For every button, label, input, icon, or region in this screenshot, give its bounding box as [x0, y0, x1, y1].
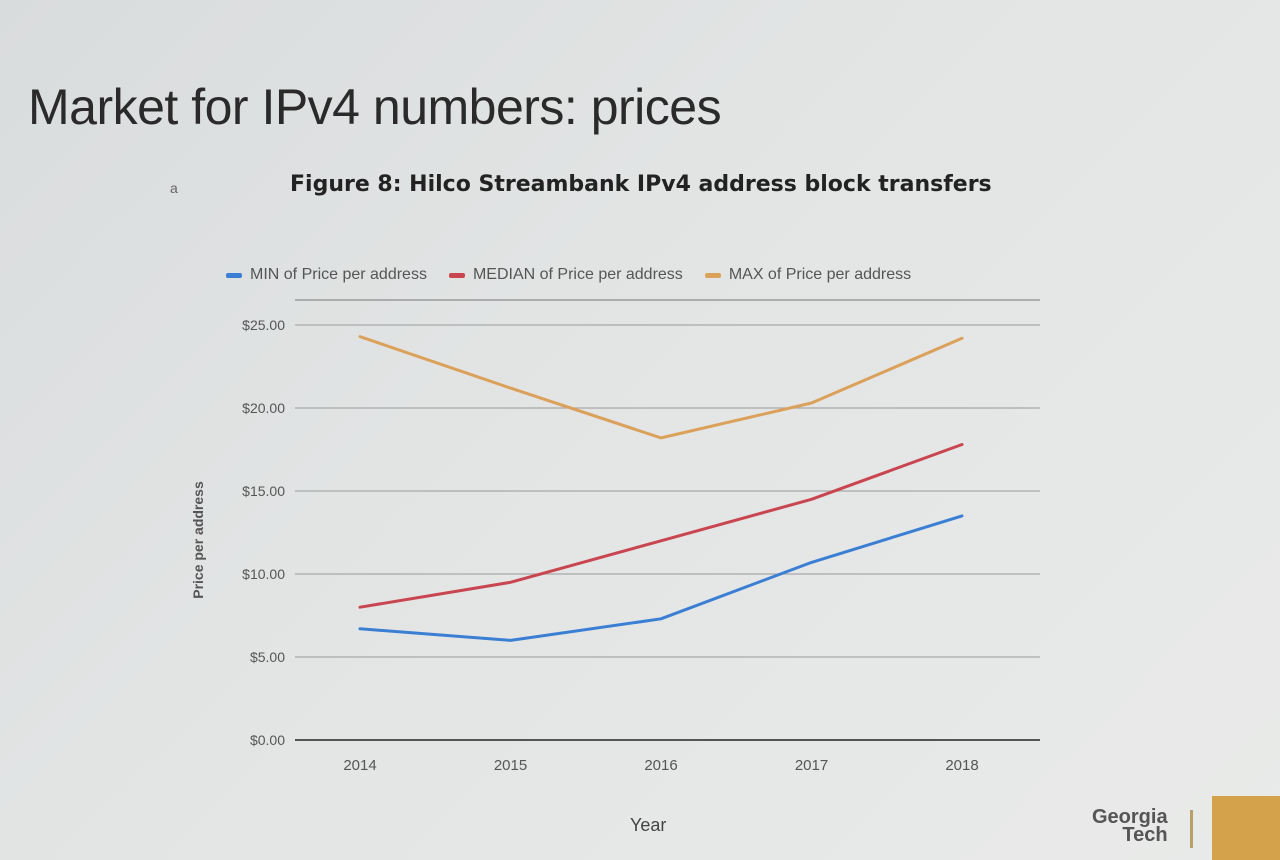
legend-label-max: MAX of Price per address	[728, 266, 912, 283]
y-tick-label: $15.00	[242, 483, 285, 499]
legend-swatch-median	[448, 272, 465, 278]
x-tick-label: 2014	[343, 757, 376, 774]
x-tick-label: 2015	[494, 757, 527, 774]
logo-line-2: Tech	[1122, 824, 1168, 846]
series-line-median	[358, 443, 964, 609]
x-tick-label: 2018	[945, 757, 978, 774]
georgia-tech-logo: Georgia Tech	[1092, 806, 1168, 846]
x-axis-title: Year	[630, 815, 667, 835]
y-tick-label: $0.00	[250, 732, 285, 748]
legend-swatch-min	[226, 272, 242, 278]
x-tick-label: 2016	[644, 757, 677, 774]
y-tick-label: $10.00	[242, 566, 285, 582]
legend-label-median: MEDIAN of Price per address	[472, 266, 683, 283]
pointer-mark: a	[170, 180, 178, 196]
chart-legend: MIN of Price per address MEDIAN of Price…	[226, 266, 911, 284]
legend-item-max: MAX of Price per address	[704, 266, 912, 284]
logo-tower-mark	[1190, 810, 1193, 848]
y-axis-title: Price per address	[190, 481, 206, 599]
logo-line-1: Georgia	[1092, 806, 1168, 828]
series-line-min	[358, 514, 964, 642]
series-line-max	[358, 335, 964, 440]
y-tick-label: $20.00	[242, 400, 285, 416]
legend-item-min: MIN of Price per address	[226, 266, 427, 284]
legend-swatch-max	[704, 272, 721, 278]
corner-decoration	[1212, 796, 1280, 860]
y-tick-label: $5.00	[250, 649, 285, 665]
legend-item-median: MEDIAN of Price per address	[448, 266, 683, 284]
y-tick-label: $25.00	[242, 317, 285, 333]
x-tick-label: 2017	[795, 757, 828, 774]
slide-title: Market for IPv4 numbers: prices	[28, 79, 722, 135]
legend-label-min: MIN of Price per address	[250, 266, 427, 283]
chart-title: Figure 8: Hilco Streambank IPv4 address …	[290, 172, 992, 197]
